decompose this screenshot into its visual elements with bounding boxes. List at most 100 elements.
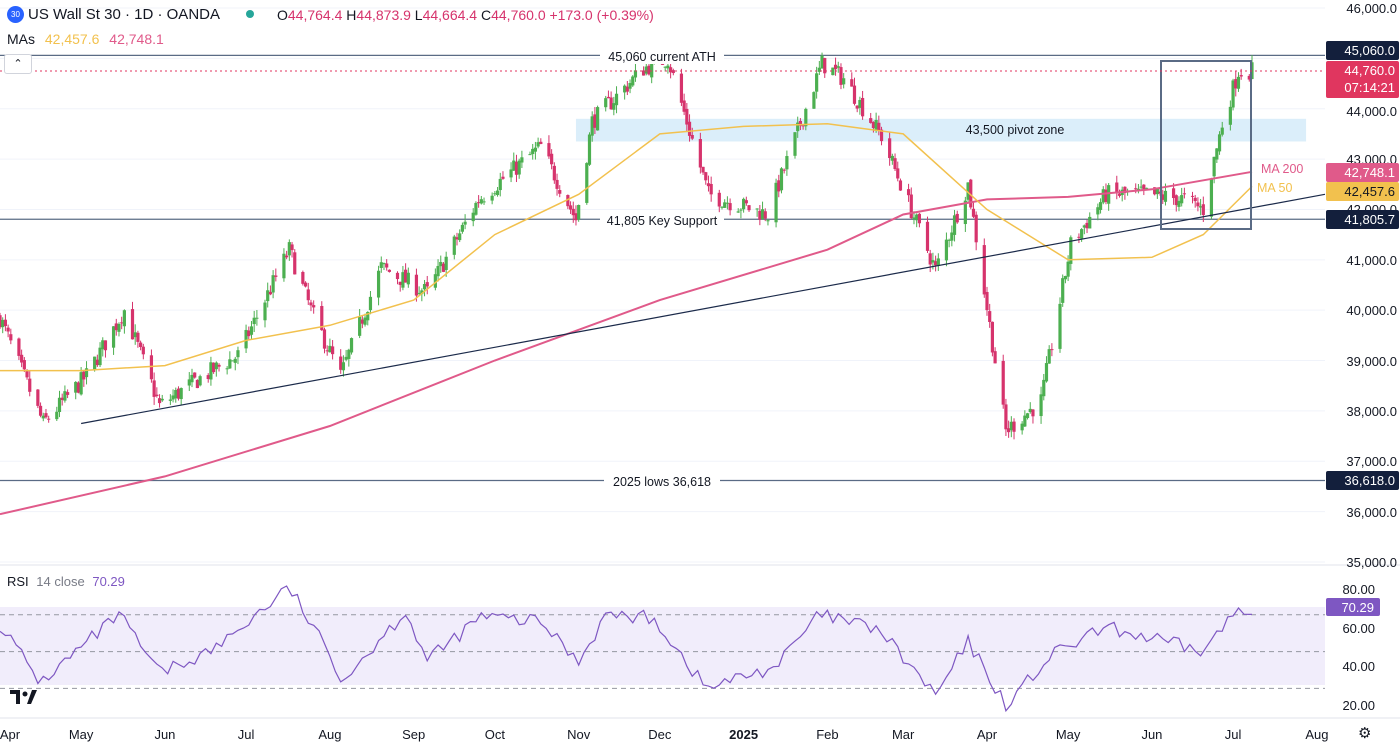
ma200-line: [0, 170, 1253, 516]
price-axis[interactable]: 46,000.0 44,000.0 43,000.0 42,000.0 41,0…: [1326, 1, 1399, 570]
candle-body: [444, 256, 448, 271]
candle-body: [706, 183, 711, 187]
candle-body: [850, 79, 854, 87]
candle-body: [833, 64, 838, 70]
candle-body: [3, 319, 8, 327]
price-tick: 35,000.0: [1346, 555, 1397, 570]
candle-body: [414, 274, 419, 296]
candle-body: [966, 182, 970, 200]
collapse-legend-button[interactable]: ⌃: [4, 54, 32, 74]
candle-body: [1231, 80, 1235, 108]
candle-body: [395, 272, 400, 280]
candle-body: [76, 382, 81, 393]
candle-body: [1171, 188, 1176, 199]
candle-body: [1039, 394, 1043, 417]
candle-body: [861, 97, 865, 117]
candle-body: [760, 209, 765, 220]
candle-body: [44, 413, 48, 418]
candle-body: [823, 58, 827, 74]
candle-body: [282, 253, 286, 279]
candle-body: [120, 322, 124, 324]
candle-body: [463, 221, 467, 225]
candle-body: [60, 397, 64, 400]
change-value: +173.0 (+0.39%): [549, 7, 654, 23]
price-tick: 40,000.0: [1346, 303, 1397, 318]
candle-body: [176, 388, 181, 399]
candle-body: [114, 323, 118, 331]
candle-body: [936, 258, 940, 266]
candle-body: [568, 205, 573, 210]
candle-body: [6, 327, 10, 332]
candle-body: [704, 172, 708, 181]
candle-body: [111, 326, 116, 348]
ma200-legend-value: 42,748.1: [109, 31, 164, 47]
candle-body: [666, 65, 670, 69]
rsi-tick: 60.00: [1342, 621, 1375, 636]
candle-body: [709, 183, 713, 195]
time-axis[interactable]: Apr May Jun Jul Aug Sep Oct Nov Dec 2025 Feb Mar Apr…: [0, 727, 1328, 742]
candle-body: [614, 93, 619, 106]
candle-body: [439, 261, 443, 267]
candle-body: [290, 244, 294, 251]
last-price-badge: 44,760.0: [1344, 63, 1395, 78]
candle-body: [1080, 229, 1084, 239]
trendline[interactable]: [81, 193, 1326, 425]
candle-body: [458, 233, 462, 241]
candle-body: [577, 204, 581, 220]
candle-body: [533, 147, 538, 152]
candle-body: [1098, 202, 1103, 210]
candle-body: [779, 168, 784, 191]
rsi-legend[interactable]: RSI 14 close 70.29: [7, 574, 125, 589]
time-axis-label: Oct: [485, 727, 506, 742]
candle-body: [344, 356, 348, 360]
candle-body: [249, 326, 254, 335]
candle-body: [925, 221, 930, 251]
annotation-labels: 45,060 current ATH 43,500 pivot zone 41,…: [600, 49, 1303, 489]
candle-body: [869, 118, 873, 123]
candle-body: [1115, 182, 1119, 193]
mas-legend[interactable]: MAs 42,457.6 42,748.1: [7, 31, 164, 47]
candle-body: [57, 397, 62, 413]
candle-body: [212, 362, 216, 373]
candle-body: [585, 163, 589, 203]
candle-body: [647, 65, 651, 75]
candle-body: [301, 271, 305, 284]
candle-body: [836, 66, 840, 68]
tradingview-logo[interactable]: [10, 690, 37, 704]
candle-body: [717, 192, 721, 207]
candle-body: [879, 129, 884, 142]
candle-body: [341, 362, 346, 371]
candle-body: [812, 92, 816, 109]
candle-body: [1088, 216, 1092, 229]
candle-body: [133, 332, 137, 338]
candle-body: [1082, 225, 1086, 228]
candle-body: [909, 194, 913, 219]
candle-body: [452, 236, 456, 255]
candle-body: [1101, 189, 1105, 203]
candle-body: [723, 202, 727, 208]
candle-body: [952, 215, 957, 235]
candle-body: [349, 338, 354, 353]
ma50-legend-value: 42,457.6: [44, 31, 100, 47]
candle-body: [398, 281, 402, 285]
price-tick: 46,000.0: [1346, 1, 1397, 16]
candle-body: [558, 190, 562, 194]
candle-body: [171, 395, 175, 400]
candle-body: [84, 368, 89, 378]
candle-body: [303, 282, 308, 287]
time-axis-label: Dec: [648, 727, 672, 742]
ohlc-l-key: L: [414, 7, 423, 23]
rsi-axis[interactable]: 80.00 60.00 40.00 20.00 70.29: [1326, 582, 1380, 713]
candle-body: [382, 263, 386, 265]
candle-body: [379, 262, 383, 268]
time-axis-label: Aug: [318, 727, 341, 742]
candle-body: [36, 389, 40, 406]
highlight-box[interactable]: [1160, 60, 1252, 230]
symbol-title[interactable]: US Wall St 30 · 1D · OANDA: [28, 6, 220, 23]
candle-body: [1004, 404, 1008, 430]
candle-body: [912, 217, 916, 219]
gear-icon[interactable]: ⚙: [1358, 725, 1372, 742]
time-axis-label: Nov: [567, 727, 591, 742]
symbol-badge[interactable]: 30: [7, 6, 24, 23]
